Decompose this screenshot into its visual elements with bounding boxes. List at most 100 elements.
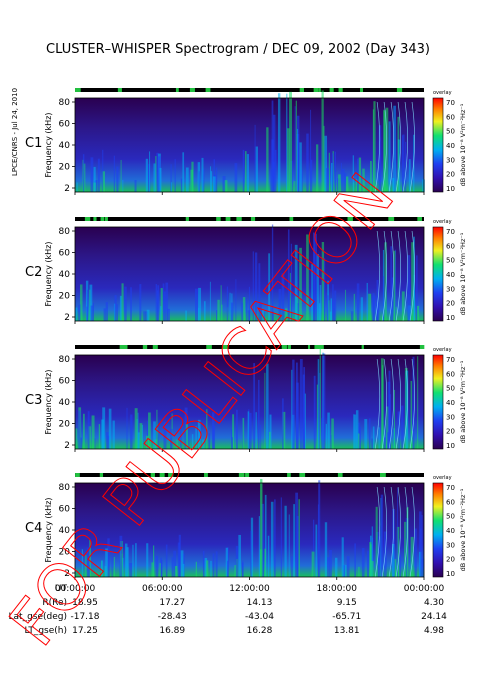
emission-streak [324,135,328,192]
emission-streak [299,247,302,321]
emission-streak [235,279,237,321]
emission-streak [402,134,405,192]
colorbar-tick-label: 60 [446,498,455,506]
chorus-line [409,101,415,193]
emission-streak [268,253,271,321]
status-mark [175,88,179,92]
emission-streak [396,180,399,192]
y-tick-label: 2 [64,313,70,323]
emission-streak [178,534,181,577]
emission-streak [394,559,397,577]
x-tick-label: 06:00:00 [142,584,183,594]
emission-streak [269,414,272,449]
emission-streak [306,234,309,321]
emission-streak [306,133,309,192]
emission-streak [174,159,176,192]
status-mark [150,473,155,477]
emission-streak [124,286,127,321]
emission-streak [220,285,222,321]
colorbar-tick-label: 70 [446,484,455,492]
emission-streak [344,172,347,192]
emission-streak [353,293,355,321]
emission-streak [391,277,394,321]
colorbar-tick-label: 30 [446,156,455,164]
status-mark [185,217,189,221]
emission-streak [175,565,178,577]
colorbar-small-label: overlay [433,347,452,353]
emission-streak [119,295,122,321]
y-tick-label: 60 [59,120,71,130]
emission-streak [134,180,137,192]
emission-streak [226,560,229,577]
emission-streak [372,426,375,449]
status-mark [99,473,104,477]
emission-streak [422,179,425,192]
status-mark [379,473,386,477]
emission-streak [130,287,132,321]
emission-streak [231,437,233,449]
y-tick-label: 20 [59,292,71,302]
emission-streak [222,176,226,192]
emission-streak [294,106,296,192]
emission-streak [191,161,194,192]
emission-streak [380,494,384,577]
emission-streak [316,144,319,192]
colorbar-tick-label: 50 [446,385,455,393]
spacecraft-label: C3 [25,393,42,408]
emission-streak [277,93,281,192]
emission-streak [141,424,144,449]
emission-streak [159,167,162,192]
status-mark [338,88,343,92]
emission-streak [341,537,344,577]
emission-streak [325,423,327,449]
emission-streak [413,274,415,321]
emission-streak [242,417,245,449]
emission-streak [317,504,319,577]
emission-streak [210,560,212,577]
chorus-line [388,358,395,450]
emission-streak [392,509,395,577]
emission-streak [146,543,149,577]
panel-c3: 80 60 40 20 2 Frequency (kHz)C3 70 60 50 40 30 20 10… [25,345,467,452]
emission-streak [326,295,329,321]
emission-streak [101,560,103,577]
emission-streak [328,152,330,192]
emission-streak [180,550,184,577]
emission-streak [247,411,250,449]
chorus-line [409,230,415,322]
emission-streak [114,295,117,321]
emission-streak [353,414,355,449]
emission-streak [372,295,376,321]
emission-streak [391,543,395,577]
emission-streak [163,421,167,449]
emission-streak [93,166,96,192]
ephemeris-value: 17.25 [72,626,98,636]
chorus-line [402,358,408,450]
colorbar-small-label: overlay [433,475,452,481]
emission-streak [371,438,374,449]
emission-streak [346,176,349,192]
emission-streak [295,100,297,192]
emission-streak [375,506,378,577]
emission-streak [370,160,372,192]
emission-streak [224,180,228,192]
emission-streak [185,424,188,449]
emission-streak [119,535,123,577]
emission-streak [120,159,122,192]
colorbar-label: dB above 10⁻⁸ V²m⁻²Hz⁻¹ [459,488,467,571]
emission-streak [155,284,158,321]
y-axis-label: Frequency (kHz) [44,113,53,178]
colorbar-tick-label: 40 [446,399,455,407]
emission-streak [341,168,345,192]
emission-streak [288,514,290,577]
emission-streak [102,171,106,192]
emission-streak [242,297,246,321]
emission-streak [238,534,241,577]
emission-streak [321,90,324,192]
emission-streak [146,420,148,449]
emission-streak [290,243,292,321]
colorbar-tick-label: 20 [446,556,455,564]
emission-streak [195,561,197,577]
status-mark [388,217,395,221]
emission-streak [145,158,149,192]
